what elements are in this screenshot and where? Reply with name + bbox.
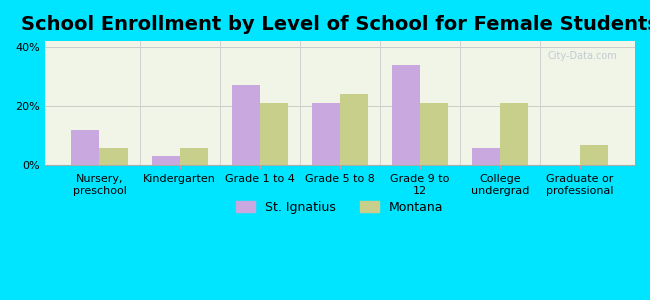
Bar [392,65,420,165]
Legend: St. Ignatius, Montana: St. Ignatius, Montana [231,196,448,219]
Text: City-Data.com: City-Data.com [547,51,618,61]
Bar [151,157,179,165]
Bar [340,94,368,165]
Title: School Enrollment by Level of School for Female Students: School Enrollment by Level of School for… [21,15,650,34]
Bar [420,103,448,165]
Bar [231,85,260,165]
Bar [312,103,340,165]
Bar [472,148,500,165]
Bar [500,103,528,165]
Bar [260,103,288,165]
Bar [99,148,127,165]
Bar [580,145,608,165]
Bar [179,148,207,165]
Bar [72,130,99,165]
